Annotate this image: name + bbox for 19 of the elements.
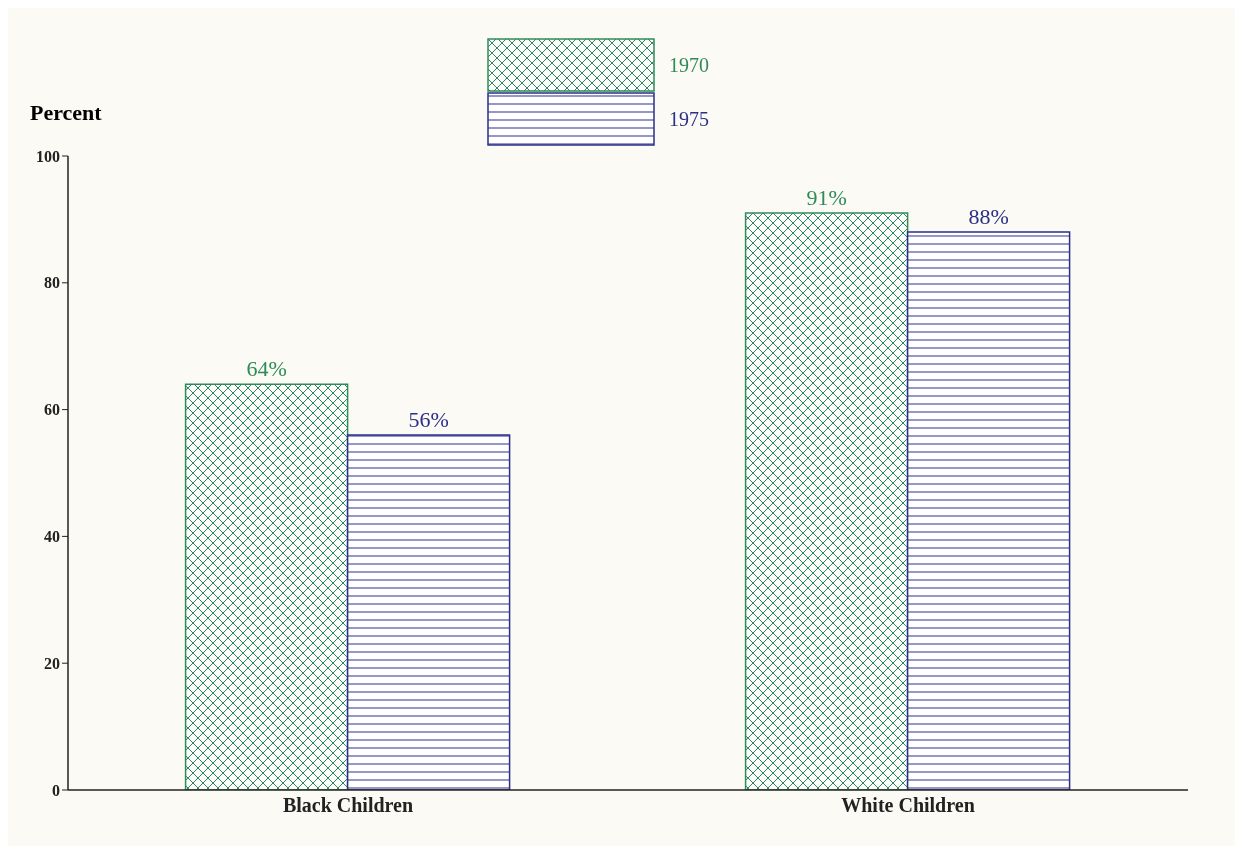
data-label: 91% bbox=[806, 185, 847, 211]
y-tick-label: 0 bbox=[52, 781, 60, 799]
data-label: 56% bbox=[408, 406, 449, 432]
data-label: 88% bbox=[968, 204, 1009, 230]
bar bbox=[184, 383, 349, 790]
y-tick-label: 60 bbox=[44, 401, 60, 419]
y-tick-label: 40 bbox=[44, 528, 60, 546]
bar bbox=[346, 434, 511, 790]
data-label: 64% bbox=[246, 356, 287, 382]
y-tick-label: 80 bbox=[44, 274, 60, 292]
text: 1975 bbox=[669, 107, 709, 131]
x-tick-label: White Children bbox=[841, 794, 975, 817]
bar bbox=[744, 212, 909, 790]
y-tick-label: 20 bbox=[44, 654, 60, 672]
y-tick-label: 100 bbox=[36, 147, 60, 165]
x-tick-label: Black Children bbox=[282, 794, 414, 817]
y-axis-title: Percent bbox=[30, 100, 102, 126]
text: 1970 bbox=[669, 53, 709, 77]
bar bbox=[906, 231, 1071, 790]
